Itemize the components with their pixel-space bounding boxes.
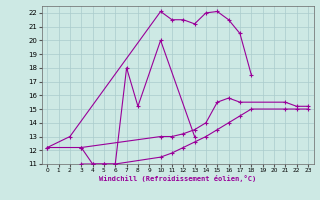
X-axis label: Windchill (Refroidissement éolien,°C): Windchill (Refroidissement éolien,°C)	[99, 175, 256, 182]
